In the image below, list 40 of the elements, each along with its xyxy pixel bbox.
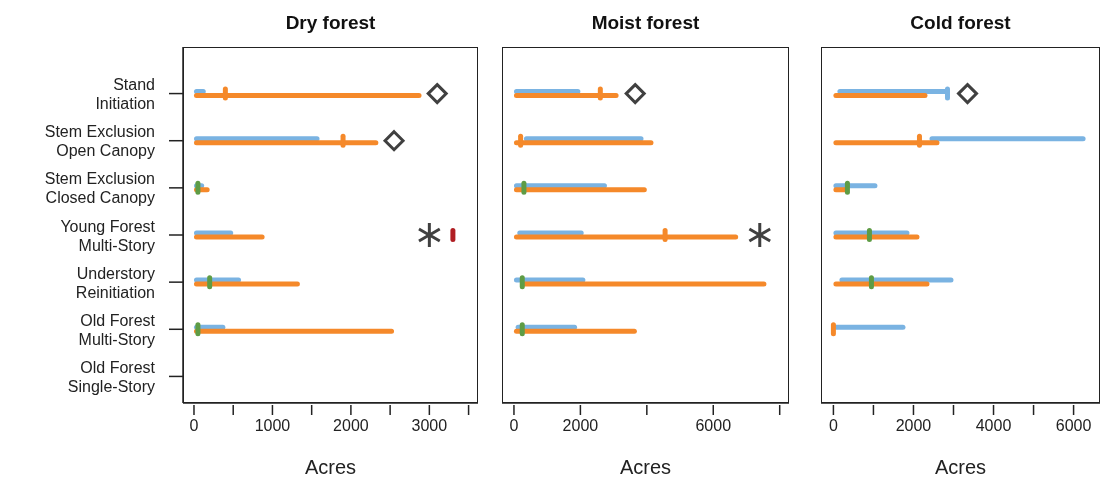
x-tick-label: 3000 xyxy=(411,417,448,434)
y-tick-label: Young Forest Multi-Story xyxy=(60,217,156,254)
y-tick-label: Old Forest Single-Story xyxy=(67,358,156,395)
x-tick-label: 6000 xyxy=(695,417,732,434)
bar xyxy=(193,281,300,287)
point xyxy=(624,83,646,105)
y-tick-label: Stem Exclusion Open Canopy xyxy=(44,123,155,160)
x-tick-label: 0 xyxy=(828,417,838,434)
y-tick-label: Stand Initiation xyxy=(95,76,155,113)
y-tick-label: Stem Exclusion Closed Canopy xyxy=(44,170,155,207)
x-tick-label: 2000 xyxy=(562,417,599,434)
y-tick-label: Old Forest Multi-Story xyxy=(78,311,156,348)
bar xyxy=(513,187,647,193)
bar xyxy=(193,328,395,334)
bar xyxy=(833,281,930,287)
point xyxy=(418,223,441,247)
x-tick-label: 2000 xyxy=(333,417,369,434)
chart-title: Cold forest xyxy=(909,12,1012,34)
bar xyxy=(833,324,906,330)
x-tick-label: 1000 xyxy=(254,417,291,434)
x-axis-title: Acres xyxy=(619,456,672,478)
point xyxy=(748,223,771,247)
x-axis-title: Acres xyxy=(304,456,357,478)
x-tick-label: 0 xyxy=(189,417,199,434)
chart-title: Moist forest xyxy=(590,12,701,34)
bar xyxy=(833,93,928,98)
bar xyxy=(833,234,920,240)
point xyxy=(383,130,405,152)
x-axis-title: Acres xyxy=(934,456,987,478)
x-tick-label: 4000 xyxy=(975,417,1012,434)
bar xyxy=(193,234,265,240)
y-tick-label: Understory Reinitiation xyxy=(75,264,155,301)
bar xyxy=(929,136,1086,142)
x-tick-label: 6000 xyxy=(1055,417,1092,434)
point xyxy=(426,83,448,105)
chart-title: Dry forest xyxy=(284,12,377,34)
x-tick-label: 2000 xyxy=(895,417,932,434)
x-tick-label: 0 xyxy=(509,417,519,434)
bar xyxy=(513,328,637,334)
point xyxy=(957,83,979,105)
